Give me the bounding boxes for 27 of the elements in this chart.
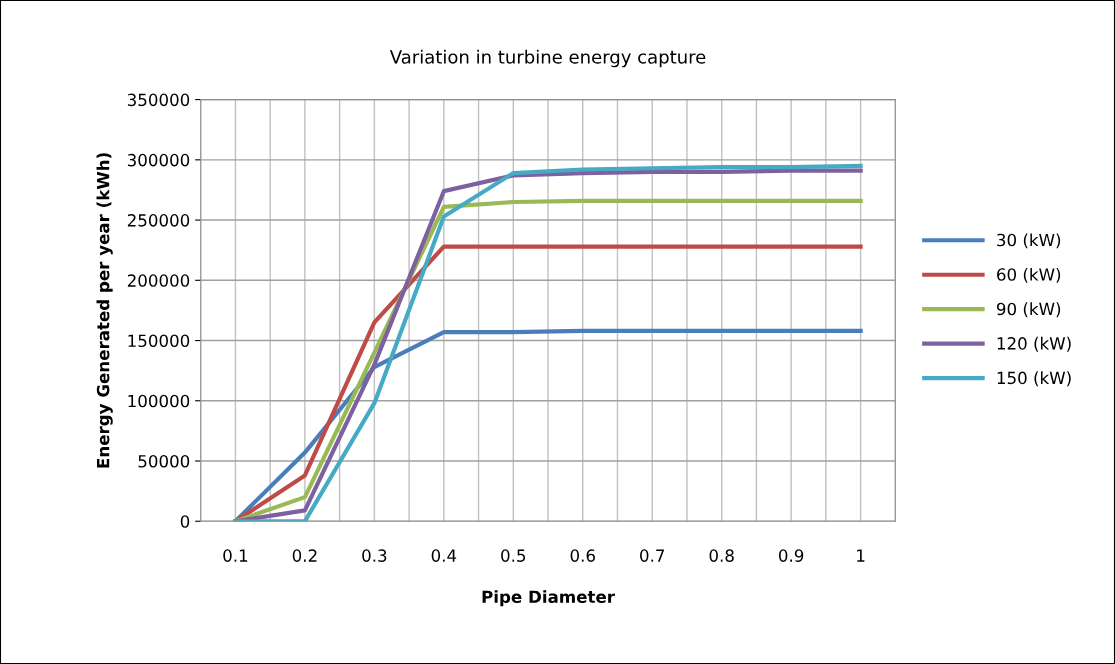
chart-title: Variation in turbine energy capture — [389, 49, 706, 68]
y-tick-label: 100000 — [128, 394, 190, 408]
y-tick-label: 50000 — [138, 454, 190, 468]
x-axis-title: Pipe Diameter — [482, 590, 615, 607]
y-tick-label: 0 — [180, 515, 190, 528]
x-tick-label: 0.3 — [362, 549, 387, 562]
x-tick-label: 0.9 — [778, 549, 804, 562]
x-tick-label: 0.4 — [431, 549, 457, 562]
line-series — [233, 328, 863, 522]
legend-label: 60 (kW) — [997, 267, 1061, 283]
legend-label: 30 (kW) — [997, 233, 1061, 249]
x-tick-label: 0.5 — [501, 549, 526, 562]
legend-label: 90 (kW) — [996, 302, 1061, 318]
x-tick-label: 0.7 — [640, 549, 665, 562]
x-tick-label: 1 — [857, 549, 865, 562]
y-axis-title: Energy Generated per year (kWh) — [96, 153, 113, 468]
x-tick-label: 0.2 — [292, 549, 317, 562]
legend-label: 150 (kW) — [997, 371, 1071, 387]
x-tick-label: 0.1 — [223, 549, 248, 562]
x-tick-label: 0.8 — [709, 549, 734, 562]
y-tick-label: 300000 — [127, 153, 190, 167]
y-tick-label: 200000 — [127, 274, 190, 287]
x-tick-label: 0.6 — [570, 549, 595, 562]
legend-label: 120 (kW) — [997, 336, 1071, 352]
y-tick-label: 150000 — [128, 334, 190, 348]
y-tick-label: 250000 — [127, 214, 190, 227]
y-tick-label: 350000 — [127, 93, 190, 107]
